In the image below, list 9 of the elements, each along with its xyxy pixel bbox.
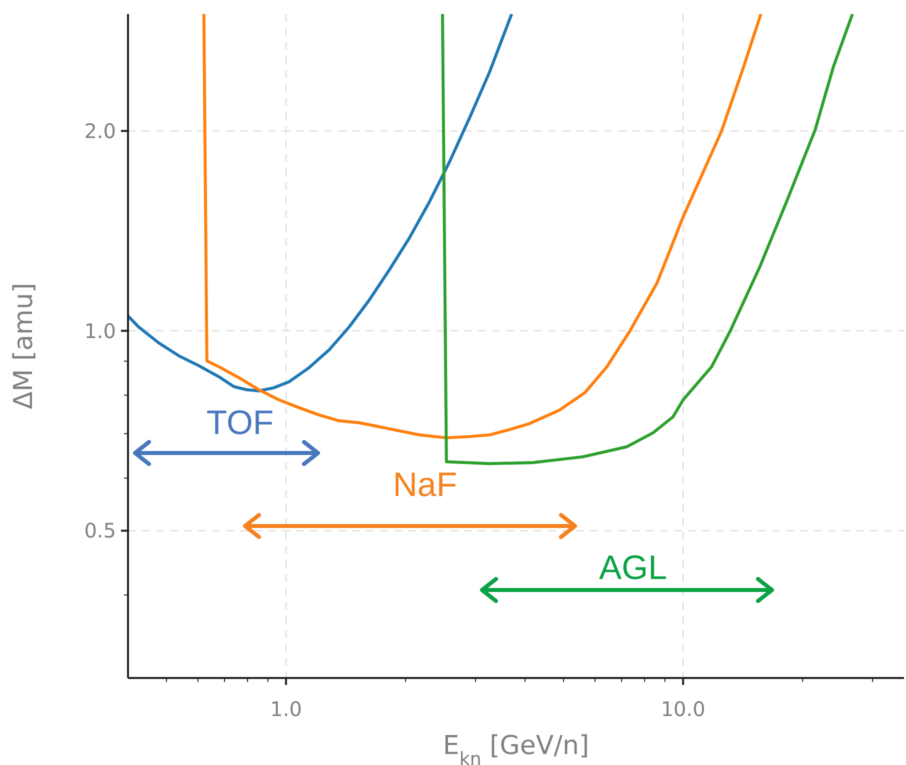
x-tick-label: 10.0 bbox=[660, 697, 706, 721]
annotation: TOF bbox=[206, 404, 274, 442]
x-axis-title: E$_{kn}$ [GeV/n] bbox=[442, 731, 590, 765]
annotation: AGL bbox=[598, 548, 668, 587]
y-axis-title: ΔM [amu] bbox=[9, 282, 39, 410]
y-tick-label: 2.0 bbox=[84, 118, 116, 143]
annotation: NaF bbox=[392, 466, 458, 504]
y-tick-label: 1.0 bbox=[84, 318, 116, 343]
y-tick-label: 0.5 bbox=[84, 518, 116, 543]
